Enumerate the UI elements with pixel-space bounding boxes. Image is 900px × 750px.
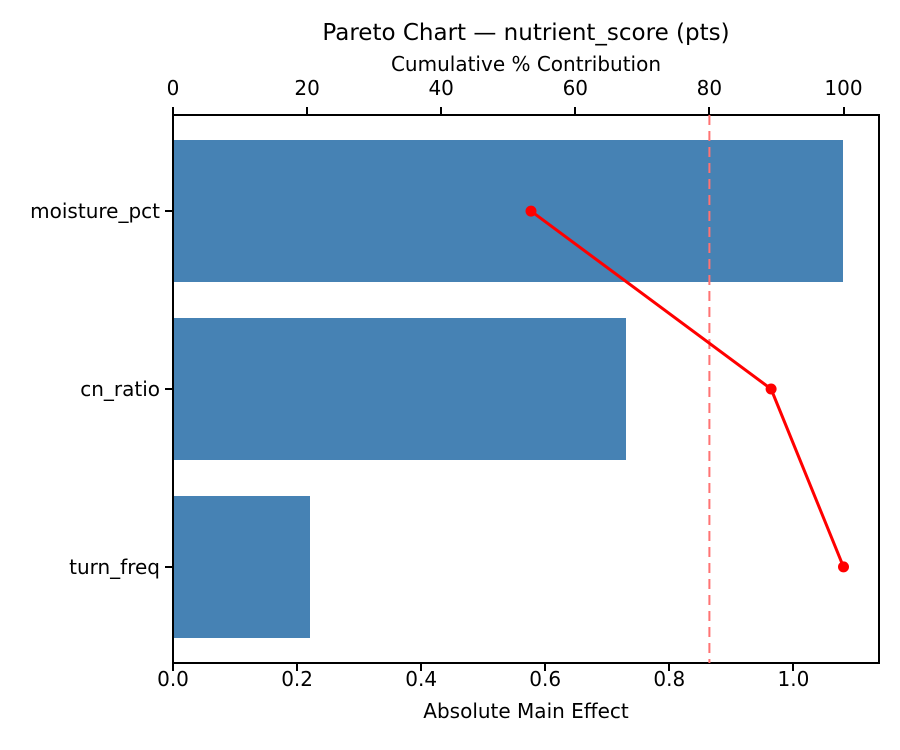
top-tick — [708, 107, 711, 115]
bar-cn_ratio — [173, 317, 626, 461]
cumulative-line — [529, 209, 845, 569]
bottom-tick-label: 1.0 — [777, 667, 810, 691]
top-tick-label: 60 — [562, 76, 589, 100]
y-tick — [165, 210, 173, 213]
top-axis-label: Cumulative % Contribution — [390, 52, 662, 76]
y-tick-label-moisture_pct: moisture_pct — [30, 199, 160, 224]
y-tick — [165, 565, 173, 568]
cumulative-point-cn_ratio — [765, 383, 777, 395]
bottom-tick-label: 0.2 — [281, 667, 313, 691]
top-tick-label: 0 — [166, 76, 180, 100]
bar-turn_freq — [173, 495, 310, 639]
cumulative-point-moisture_pct — [525, 205, 537, 217]
top-tick — [306, 107, 309, 115]
bar-moisture_pct — [173, 139, 843, 283]
bottom-tick-label: 0.8 — [653, 667, 686, 691]
bottom-tick — [172, 663, 174, 671]
y-tick-label-cn_ratio: cn_ratio — [80, 377, 160, 401]
top-tick-label: 80 — [696, 76, 723, 100]
bottom-tick-label: 0.0 — [157, 667, 189, 691]
top-tick — [574, 107, 577, 115]
bottom-tick-label: 0.6 — [529, 667, 562, 691]
top-tick — [440, 107, 443, 115]
bottom-tick — [296, 663, 299, 671]
top-tick-label: 40 — [428, 76, 454, 100]
top-tick-label: 100 — [824, 76, 863, 100]
top-tick-label: 20 — [294, 76, 320, 100]
bottom-tick — [792, 663, 795, 671]
top-tick — [172, 107, 174, 115]
chart-title: Pareto Chart — nutrient_score (pts) — [322, 20, 730, 46]
bottom-tick — [544, 663, 547, 671]
y-tick-label-turn_freq: turn_freq — [69, 554, 160, 579]
cumulative-point-turn_freq — [838, 561, 849, 573]
bottom-tick-label: 0.4 — [405, 667, 438, 691]
cumulative-line-overlay — [525, 115, 849, 663]
plot-area — [172, 114, 880, 664]
x-axis-label: Absolute Main Effect — [423, 699, 629, 723]
top-tick — [842, 107, 845, 115]
y-tick — [165, 388, 173, 390]
bottom-tick — [420, 663, 423, 671]
bottom-tick — [668, 663, 671, 671]
